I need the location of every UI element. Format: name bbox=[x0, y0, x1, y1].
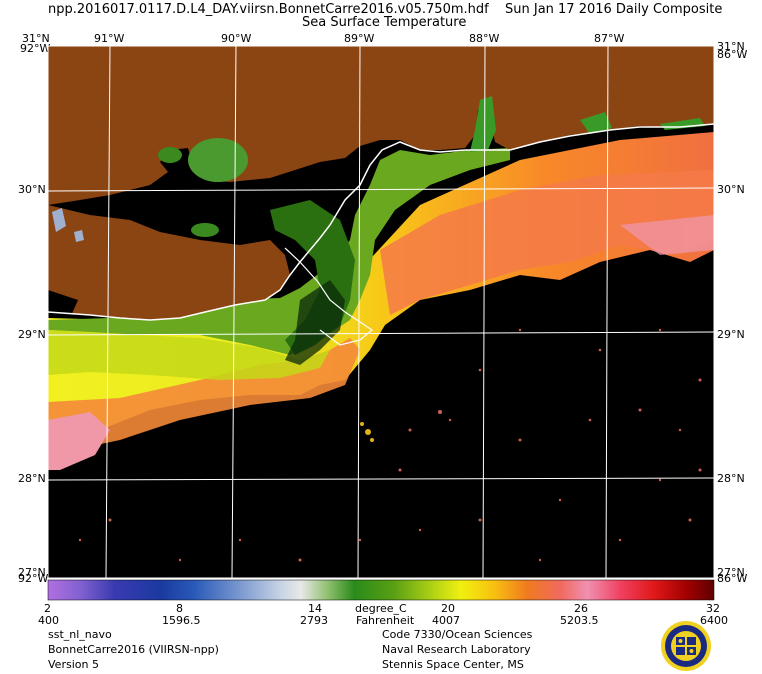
corner-lat-top-left: 31°N bbox=[22, 32, 50, 45]
lat-label-left: 30°N bbox=[18, 183, 46, 196]
filename-title: npp.2016017.0117.D.L4_DAY.viirsn.BonnetC… bbox=[48, 2, 489, 17]
colorbar-tick-f: 6400 bbox=[700, 614, 728, 627]
date-title: Sun Jan 17 2016 Daily Composite bbox=[505, 2, 723, 17]
colorbar-tick-c: 8 bbox=[176, 602, 183, 615]
pink-patch bbox=[48, 412, 110, 470]
colorbar-tick-c: 20 bbox=[441, 602, 455, 615]
footer-right-line: Stennis Space Center, MS bbox=[382, 658, 524, 671]
colorbar-unit-f: Fahrenheit bbox=[356, 614, 415, 627]
corner-lat-top-right: 31°N bbox=[717, 40, 745, 53]
corner-lon-top-left: 92°W bbox=[20, 42, 51, 55]
sst-speckles bbox=[78, 328, 702, 562]
footer-right-line: Naval Research Laboratory bbox=[382, 643, 531, 656]
lake-pontchartrain bbox=[188, 138, 248, 182]
coastline bbox=[47, 123, 715, 321]
colorbar-tick-c: 14 bbox=[308, 602, 322, 615]
lat-label-right: 29°N bbox=[717, 328, 745, 341]
corner-lon-top-right: 86°W bbox=[717, 48, 748, 61]
coastal-lake-blue bbox=[74, 230, 84, 242]
mobile-bay bbox=[470, 96, 496, 152]
river-plume bbox=[285, 280, 345, 365]
nrl-seal-logo bbox=[661, 621, 711, 671]
colorbar-tick-f: 400 bbox=[38, 614, 59, 627]
sst-speckles-yellow bbox=[360, 422, 374, 442]
coastal-lake-blue bbox=[52, 208, 66, 232]
product-title: Sea Surface Temperature bbox=[302, 15, 467, 30]
colorbar-tick-f: 5203.5 bbox=[560, 614, 599, 627]
footer-left-line: Version 5 bbox=[48, 658, 99, 671]
no-data-west bbox=[48, 290, 78, 318]
orange-front-east bbox=[380, 170, 714, 315]
top-lon-label: 88°W bbox=[469, 32, 500, 45]
colorbar-tick-c: 26 bbox=[574, 602, 588, 615]
delta-outline bbox=[284, 247, 374, 346]
coastal-green bbox=[48, 148, 510, 355]
inland-lake bbox=[191, 223, 219, 237]
top-lon-label: 89°W bbox=[344, 32, 375, 45]
colorbar-tick-c: 2 bbox=[44, 602, 51, 615]
colorbar-unit-c: degree_C bbox=[355, 602, 407, 615]
pink-patch-east bbox=[620, 215, 714, 255]
footer-left-line: BonnetCarre2016 (VIIRSN-npp) bbox=[48, 643, 219, 656]
top-lon-label: 87°W bbox=[594, 32, 625, 45]
map-frame bbox=[47, 45, 715, 579]
footer-right-line: Code 7330/Ocean Sciences bbox=[382, 628, 533, 641]
lake-maurepas bbox=[158, 147, 182, 163]
colorbar-tick-f: 1596.5 bbox=[162, 614, 201, 627]
top-lon-label: 91°W bbox=[94, 32, 125, 45]
footer-left-line: sst_nl_navo bbox=[48, 628, 112, 641]
pensacola-bay bbox=[580, 112, 612, 134]
colorbar-tick-c: 32 bbox=[706, 602, 720, 615]
top-lon-label: 90°W bbox=[221, 32, 252, 45]
corner-lat-bottom-left: 27°N bbox=[18, 566, 46, 579]
colorbar-tick-f: 4007 bbox=[432, 614, 460, 627]
corner-lon-bottom-left: 92°W bbox=[18, 572, 49, 585]
corner-lat-bottom-right: 27°N bbox=[717, 566, 745, 579]
land bbox=[48, 46, 714, 320]
corner-lon-bottom-right: 86°W bbox=[717, 572, 748, 585]
coastal-yellowgreen bbox=[48, 330, 330, 380]
colorbar-tick-f: 2793 bbox=[300, 614, 328, 627]
lat-label-left: 29°N bbox=[18, 328, 46, 341]
lat-label-right: 28°N bbox=[717, 472, 745, 485]
colorbar bbox=[47, 579, 715, 601]
lat-label-left: 28°N bbox=[18, 472, 46, 485]
lat-lon-grid bbox=[47, 45, 715, 579]
lat-label-right: 30°N bbox=[717, 183, 745, 196]
